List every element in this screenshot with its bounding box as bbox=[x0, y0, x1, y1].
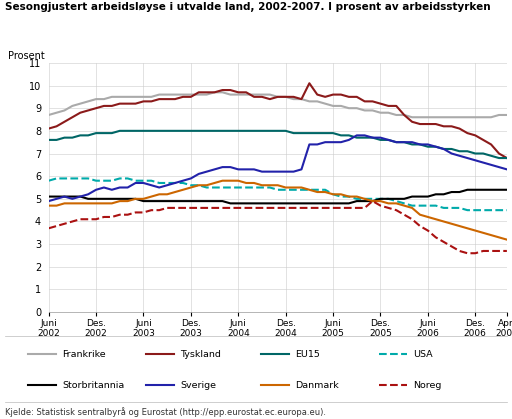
Danmark bbox=[386, 201, 392, 206]
Tyskland bbox=[504, 155, 510, 160]
Sverige bbox=[386, 137, 392, 142]
Frankrike bbox=[386, 110, 392, 115]
Tyskland bbox=[283, 94, 289, 99]
Noreg bbox=[164, 205, 170, 210]
Storbritannia bbox=[386, 197, 392, 202]
Line: USA: USA bbox=[49, 178, 507, 210]
Noreg bbox=[117, 212, 123, 217]
Storbritannia bbox=[504, 187, 510, 192]
USA bbox=[69, 176, 75, 181]
USA bbox=[504, 208, 510, 213]
Frankrike bbox=[164, 92, 170, 97]
USA bbox=[464, 208, 471, 213]
Danmark bbox=[46, 203, 52, 208]
Storbritannia bbox=[290, 201, 296, 206]
Danmark bbox=[290, 185, 296, 190]
Frankrike bbox=[211, 90, 218, 95]
Tyskland bbox=[46, 126, 52, 131]
EU15 bbox=[46, 137, 52, 142]
Danmark bbox=[219, 178, 225, 183]
Noreg bbox=[283, 205, 289, 210]
Sverige bbox=[46, 199, 52, 204]
USA bbox=[46, 178, 52, 183]
Text: Storbritannia: Storbritannia bbox=[62, 381, 125, 390]
Sverige bbox=[354, 133, 360, 138]
Line: Sverige: Sverige bbox=[49, 135, 507, 201]
Storbritannia bbox=[46, 194, 52, 199]
Danmark bbox=[61, 201, 68, 206]
Tyskland bbox=[117, 101, 123, 106]
USA bbox=[53, 176, 59, 181]
Storbritannia bbox=[117, 197, 123, 202]
Noreg bbox=[464, 251, 471, 256]
Line: Noreg: Noreg bbox=[49, 201, 507, 253]
Storbritannia bbox=[464, 187, 471, 192]
Frankrike bbox=[290, 97, 296, 102]
Danmark bbox=[117, 199, 123, 204]
Tyskland bbox=[386, 103, 392, 109]
Tyskland bbox=[93, 106, 99, 111]
Text: Tyskland: Tyskland bbox=[180, 349, 221, 359]
Tyskland bbox=[306, 81, 312, 86]
EU15 bbox=[496, 155, 502, 160]
Storbritannia bbox=[164, 199, 170, 204]
Danmark bbox=[93, 201, 99, 206]
EU15 bbox=[93, 131, 99, 136]
Storbritannia bbox=[61, 194, 68, 199]
Line: Frankrike: Frankrike bbox=[49, 92, 507, 117]
Text: Sesongjustert arbeidsløyse i utvalde land, 2002-2007. I prosent av arbeidsstyrke: Sesongjustert arbeidsløyse i utvalde lan… bbox=[5, 2, 490, 12]
Noreg bbox=[386, 205, 392, 210]
Text: Sverige: Sverige bbox=[180, 381, 216, 390]
EU15 bbox=[504, 155, 510, 160]
Text: USA: USA bbox=[413, 349, 433, 359]
Storbritannia bbox=[227, 201, 233, 206]
Sverige bbox=[504, 167, 510, 172]
USA bbox=[172, 181, 178, 186]
Text: Kjelde: Statistisk sentralbyrå og Eurostat (http://epp.eurostat.ec.europa.eu).: Kjelde: Statistisk sentralbyrå og Eurost… bbox=[5, 407, 326, 417]
Line: Tyskland: Tyskland bbox=[49, 83, 507, 158]
Frankrike bbox=[117, 94, 123, 99]
USA bbox=[124, 176, 131, 181]
Text: Prosent: Prosent bbox=[8, 51, 45, 61]
EU15 bbox=[61, 135, 68, 140]
Tyskland bbox=[164, 97, 170, 102]
Frankrike bbox=[61, 108, 68, 113]
Noreg bbox=[46, 226, 52, 231]
EU15 bbox=[117, 128, 123, 133]
Storbritannia bbox=[93, 197, 99, 202]
Frankrike bbox=[93, 97, 99, 102]
Tyskland bbox=[61, 119, 68, 124]
EU15 bbox=[290, 131, 296, 136]
Line: Storbritannia: Storbritannia bbox=[49, 190, 507, 203]
Text: Frankrike: Frankrike bbox=[62, 349, 106, 359]
Text: EU15: EU15 bbox=[295, 349, 321, 359]
Noreg bbox=[370, 199, 376, 204]
Frankrike bbox=[409, 115, 415, 120]
USA bbox=[290, 187, 296, 192]
Sverige bbox=[164, 183, 170, 188]
USA bbox=[386, 197, 392, 202]
Sverige bbox=[117, 185, 123, 190]
Danmark bbox=[164, 192, 170, 197]
Noreg bbox=[61, 221, 68, 226]
EU15 bbox=[386, 137, 392, 142]
Frankrike bbox=[504, 112, 510, 117]
Line: Danmark: Danmark bbox=[49, 181, 507, 240]
Sverige bbox=[283, 169, 289, 174]
Text: Noreg: Noreg bbox=[413, 381, 441, 390]
Noreg bbox=[93, 217, 99, 222]
EU15 bbox=[172, 128, 178, 133]
USA bbox=[101, 178, 107, 183]
Frankrike bbox=[46, 112, 52, 117]
Text: Danmark: Danmark bbox=[295, 381, 339, 390]
Sverige bbox=[93, 187, 99, 192]
Sverige bbox=[61, 194, 68, 199]
Line: EU15: EU15 bbox=[49, 131, 507, 158]
Noreg bbox=[504, 248, 510, 253]
EU15 bbox=[124, 128, 131, 133]
Danmark bbox=[504, 237, 510, 242]
